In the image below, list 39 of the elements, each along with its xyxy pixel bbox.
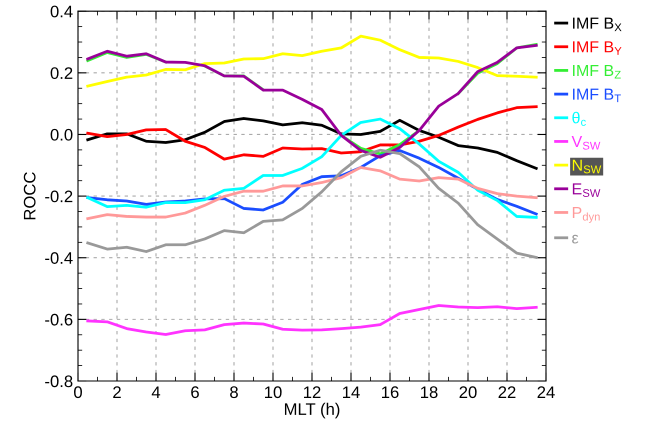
x-tick-label: 18: [421, 386, 438, 398]
x-tick-label: 22: [498, 386, 516, 398]
line-series: [86, 148, 538, 259]
x-tick-label: 4: [152, 386, 160, 398]
line-series: [86, 166, 538, 220]
x-tick-label: 10: [265, 386, 282, 398]
legend-label: E$_{SW}$: [572, 183, 600, 197]
line-series: [86, 34, 538, 88]
x-tick-label: 14: [343, 386, 360, 398]
line-series: [86, 105, 538, 161]
legend-label: ε: [572, 234, 578, 244]
x-tick-label: 6: [191, 386, 199, 398]
line-series: [86, 304, 538, 336]
y-tick-label: -0.2: [45, 190, 72, 202]
legend-label: IMF B$_{T}$: [573, 88, 621, 102]
x-tick-label: 24: [538, 386, 555, 398]
x-tick-label: 16: [382, 386, 399, 398]
y-tick-label: -0.8: [45, 375, 72, 388]
legend-label: N$_{SW}$: [572, 160, 602, 174]
x-tick-label: 8: [230, 386, 238, 398]
y-tick-label: -0.6: [45, 314, 72, 326]
legend-label: IMF B$_{Y}$: [573, 41, 622, 55]
x-axis-title: MLT (h): [284, 402, 340, 418]
x-tick-label: 12: [304, 386, 320, 398]
y-tick-label: 0.0: [50, 128, 72, 141]
y-tick-label: 0.4: [50, 6, 73, 18]
legend-label: θ$_{c}$: [572, 112, 586, 126]
x-tick-label: 0: [74, 386, 82, 398]
line-series: [86, 118, 538, 219]
x-tick-label: 20: [460, 386, 477, 398]
legend-label: P$_{dyn}$: [572, 207, 600, 223]
x-tick-label: 2: [113, 386, 121, 398]
y-tick-label: 0.2: [50, 67, 72, 80]
y-tick-label: -0.4: [45, 252, 73, 264]
legend-label: IMF B$_{X}$: [573, 18, 622, 32]
legend-label: V$_{SW}$: [572, 136, 600, 150]
legend-label: IMF B$_{Z}$: [573, 64, 621, 79]
y-axis-title: ROCC: [24, 172, 36, 220]
line-series: [86, 117, 538, 170]
